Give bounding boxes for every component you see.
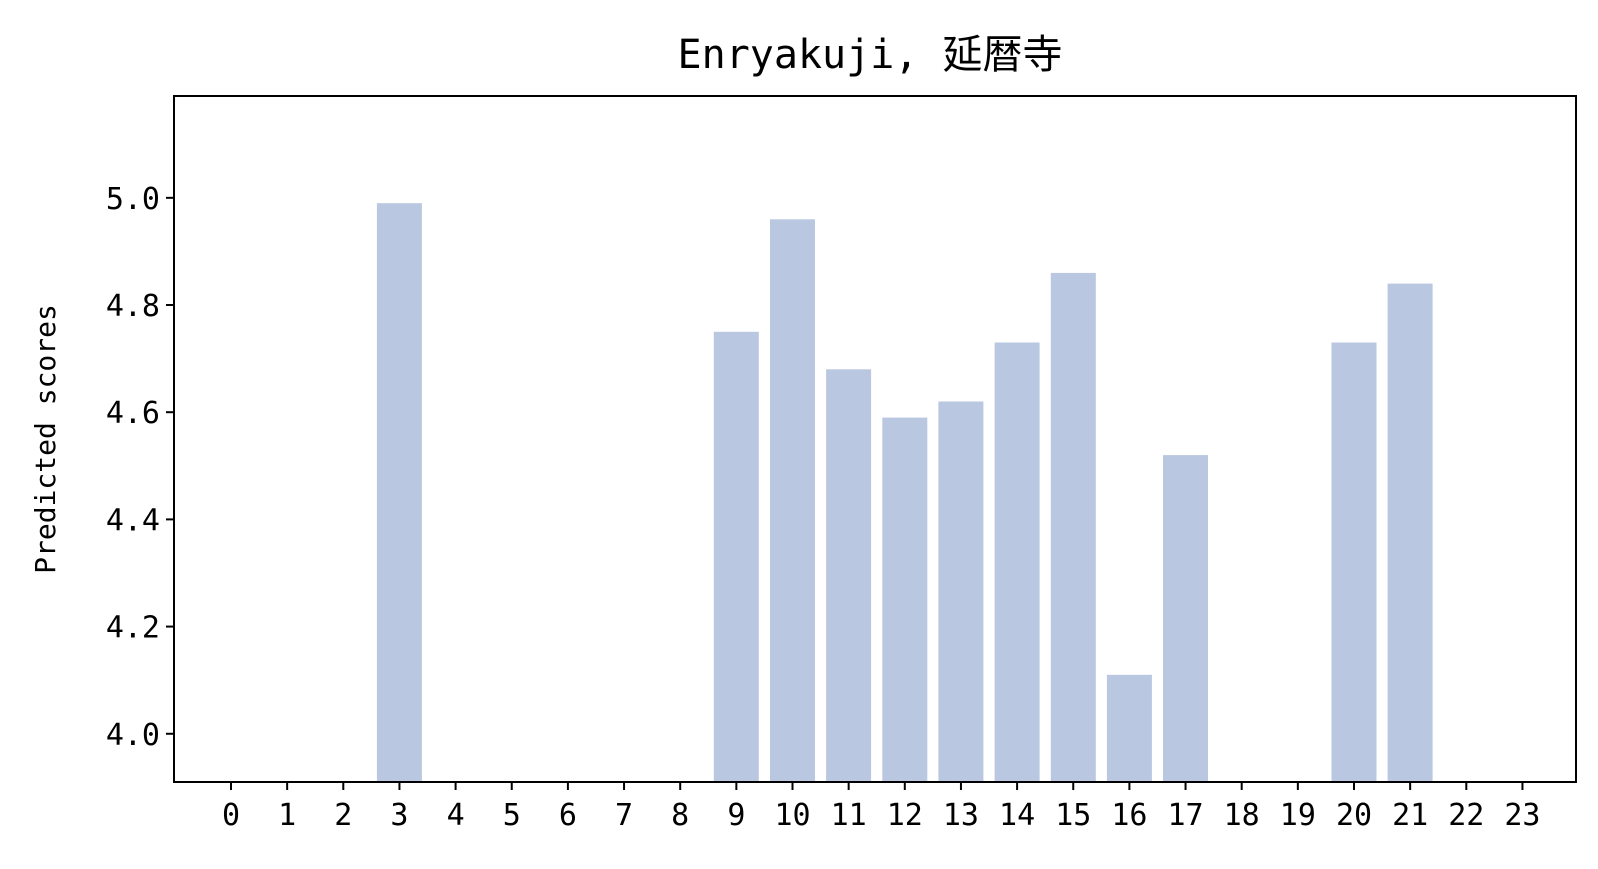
x-tick-label: 8 (671, 798, 689, 833)
bar-21 (1387, 283, 1433, 782)
x-tick-label: 7 (615, 798, 633, 833)
plot-frame (173, 95, 1577, 783)
bar-14 (994, 342, 1040, 782)
y-axis-label: Predicted scores (29, 304, 62, 574)
bar-3 (376, 203, 422, 782)
bar-9 (713, 331, 759, 782)
x-tick-label: 5 (503, 798, 521, 833)
x-tick-label: 20 (1336, 798, 1372, 833)
x-tick-label: 22 (1448, 798, 1484, 833)
x-tick-label: 17 (1167, 798, 1203, 833)
x-tick-label: 12 (887, 798, 923, 833)
y-tick-label: 4.2 (106, 611, 160, 646)
bar-13 (938, 401, 984, 782)
x-tick-label: 19 (1280, 798, 1316, 833)
chart-title: Enryakuji, 延暦寺 (678, 32, 1063, 78)
x-tick-label: 0 (222, 798, 240, 833)
x-tick-label: 11 (831, 798, 867, 833)
x-tick-label: 6 (559, 798, 577, 833)
x-tick-label: 21 (1392, 798, 1428, 833)
bar-16 (1106, 674, 1152, 782)
x-tick-label: 14 (999, 798, 1035, 833)
x-tick-label: 15 (1055, 798, 1091, 833)
x-tick-label: 4 (447, 798, 465, 833)
x-tick-label: 10 (774, 798, 810, 833)
y-tick-label: 4.4 (106, 503, 160, 538)
bar-12 (882, 417, 928, 782)
y-tick-label: 4.0 (106, 718, 160, 753)
y-tick-label: 4.8 (106, 289, 160, 324)
y-tick-label: 4.6 (106, 396, 160, 431)
bar-17 (1163, 455, 1208, 782)
x-tick-label: 13 (943, 798, 979, 833)
y-tick-label: 5.0 (106, 182, 160, 217)
x-tick-label: 9 (727, 798, 745, 833)
y-axis-ticks: 4.0 4.2 4.4 4.6 4.8 5.0 (106, 182, 174, 753)
x-axis-ticks: 0 1 2 3 4 5 6 7 8 9 10 11 12 13 14 15 16 17 18 19 20 21 22 23 (222, 782, 1541, 833)
bar-10 (770, 219, 815, 783)
x-tick-label: 16 (1111, 798, 1147, 833)
x-tick-label: 18 (1224, 798, 1260, 833)
x-tick-label: 3 (390, 798, 408, 833)
x-tick-label: 2 (334, 798, 352, 833)
x-tick-label: 23 (1504, 798, 1540, 833)
bars-group (376, 203, 1433, 783)
x-tick-label: 1 (278, 798, 296, 833)
bar-15 (1050, 272, 1096, 782)
bar-11 (826, 369, 872, 782)
bar-20 (1331, 342, 1377, 782)
